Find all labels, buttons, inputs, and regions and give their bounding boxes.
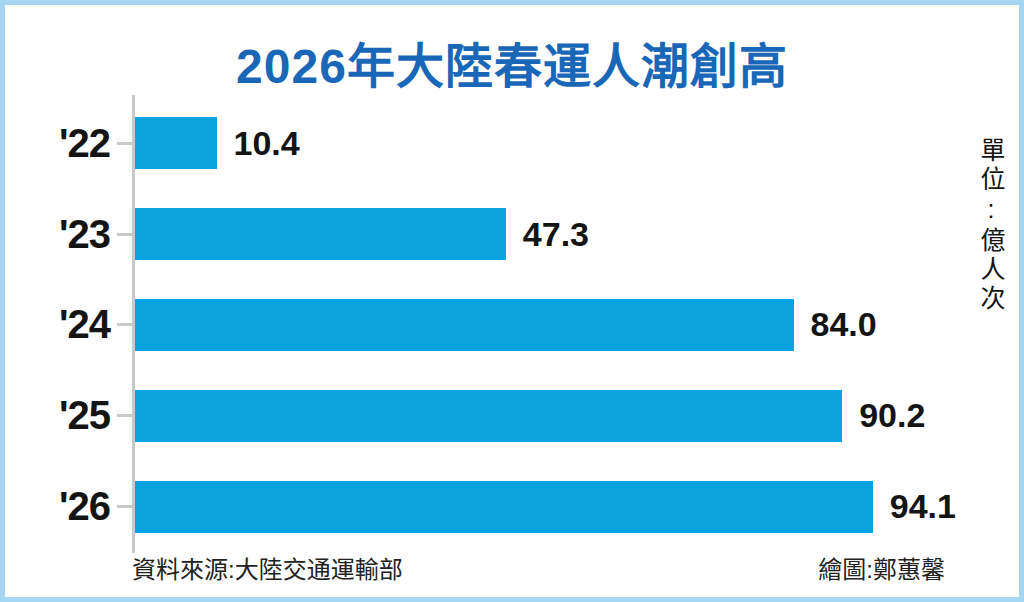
chart-frame: 2026年大陸春運人潮創高 '22 10.4 '23 47.3 '24 84.0… (0, 0, 1024, 602)
bar (135, 481, 873, 533)
bar (135, 208, 506, 260)
axis-tick (117, 414, 132, 417)
bar-row: '23 47.3 (5, 189, 1005, 280)
chart-title: 2026年大陸春運人潮創高 (5, 27, 1019, 97)
axis-tick (117, 323, 132, 326)
bar (135, 299, 794, 351)
source-note: 資料來源:大陸交通運輸部 (132, 550, 403, 585)
bar-area: 47.3 (135, 189, 1005, 280)
credit-note: 繪圖:鄭蕙馨 (818, 550, 945, 585)
bar-area: 94.1 (135, 461, 1005, 552)
bar-row: '26 94.1 (5, 461, 1005, 552)
axis-tick (117, 505, 132, 508)
bar-area: 90.2 (135, 370, 1005, 461)
value-label: 94.1 (890, 487, 956, 526)
year-label: '26 (5, 484, 110, 529)
value-label: 84.0 (811, 305, 877, 344)
bar (135, 390, 842, 442)
unit-label: 單位:億人次 (978, 137, 1003, 314)
bar-row: '24 84.0 (5, 280, 1005, 371)
year-label: '24 (5, 302, 110, 347)
bar-row: '22 10.4 (5, 98, 1005, 189)
axis-tick (117, 233, 132, 236)
bar-chart: '22 10.4 '23 47.3 '24 84.0 '25 90.2 '26 (5, 98, 1005, 552)
year-label: '22 (5, 121, 110, 166)
value-label: 47.3 (523, 215, 589, 254)
bar (135, 117, 217, 169)
value-label: 10.4 (234, 124, 300, 163)
bar-area: 84.0 (135, 280, 1005, 371)
bar-area: 10.4 (135, 98, 1005, 189)
year-label: '25 (5, 393, 110, 438)
year-label: '23 (5, 212, 110, 257)
value-label: 90.2 (859, 396, 925, 435)
bar-row: '25 90.2 (5, 370, 1005, 461)
axis-tick (117, 142, 132, 145)
